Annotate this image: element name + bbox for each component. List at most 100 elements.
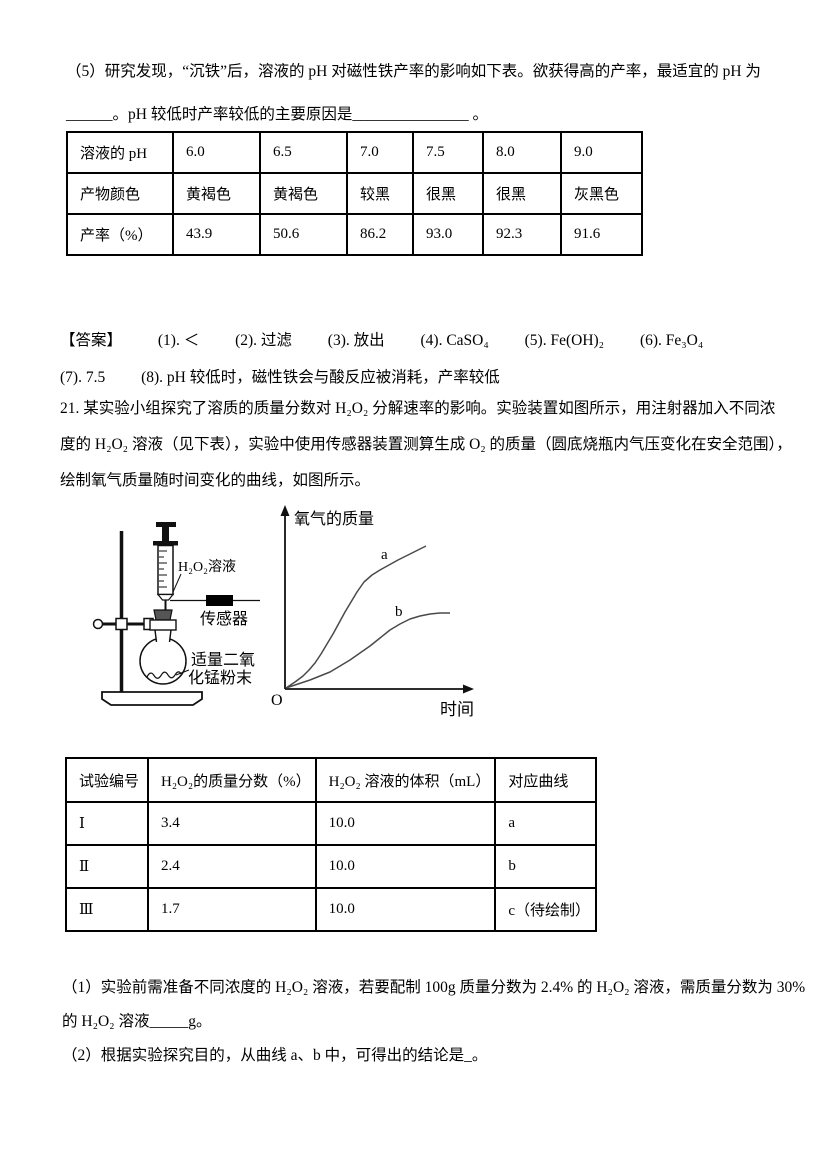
experiment-figure: H₂O₂溶液 传感器 适量二氧 化锰粉末 氧气的质量 时间 O a b <box>92 505 474 719</box>
header-cell-id: 试验编号 <box>65 757 149 803</box>
curve-a <box>285 545 427 689</box>
syringe-handle <box>156 522 176 527</box>
syringe-label: H₂O₂溶液 <box>178 559 236 575</box>
answer-item-2: (2). 过滤 <box>235 332 292 349</box>
y-axis-arrow <box>280 505 290 516</box>
table-cell: 很黑 <box>482 172 562 215</box>
table-cell: 86.2 <box>346 213 414 256</box>
table-cell: 6.0 <box>172 131 261 174</box>
table-cell: 8.0 <box>482 131 562 174</box>
table-cell: 较黑 <box>346 172 414 215</box>
question-5: （5）研究发现，“沉铁”后，溶液的 pH 对磁性铁产率的影响如下表。欲获得高的产… <box>66 50 761 136</box>
question-2-line1: （2）根据实验探究目的，从曲线 a、b 中，可得出的结论是_。 <box>62 1047 488 1064</box>
stand-base <box>101 691 203 706</box>
table-cell: 93.0 <box>412 213 484 256</box>
clamp-pole-block <box>115 617 128 631</box>
x-axis-label: 时间 <box>440 700 474 719</box>
table-cell: 2.4 <box>147 844 317 889</box>
question-1-line1: （1）实验前需准备不同浓度的 H₂O₂ 溶液，若要配制 100g 质量分数为 2… <box>62 979 806 996</box>
flask-collar <box>149 619 177 631</box>
table-cell: b <box>494 844 598 889</box>
answer-item-3: (3). 放出 <box>327 332 385 349</box>
curve-b <box>285 612 450 689</box>
table-row-color: 产物颜色 黄褐色 黄褐色 较黑 很黑 很黑 灰黑色 <box>66 172 643 215</box>
table-row-ph: 溶液的 pH 6.0 6.5 7.0 7.5 8.0 9.0 <box>66 131 643 174</box>
flask-stopper <box>153 609 173 621</box>
header-cell-volume: H₂O₂ 溶液的体积（mL） <box>314 757 497 803</box>
table-cell: 很黑 <box>412 172 484 215</box>
row-header-color: 产物颜色 <box>66 172 174 215</box>
table-cell: a <box>494 801 598 846</box>
syringe-flange <box>153 541 178 546</box>
experiment-row-2: Ⅱ 2.4 10.0 b <box>65 844 598 889</box>
sub-questions: （1）实验前需准备不同浓度的 H₂O₂ 溶液，若要配制 100g 质量分数为 2… <box>62 971 805 1073</box>
answer-item-6: (6). Fe₃O₄ <box>639 332 704 349</box>
syringe-plunger-rod <box>162 527 169 541</box>
x-axis-arrow <box>463 684 474 694</box>
syringe <box>153 522 178 610</box>
answer-item-1: (1). ＜ <box>157 332 200 349</box>
table-cell: 91.6 <box>560 213 643 256</box>
flask-neck-mask <box>156 636 170 642</box>
clamp-bolt <box>92 618 104 630</box>
question-5-line1: （5）研究发现，“沉铁”后，溶液的 pH 对磁性铁产率的影响如下表。欲获得高的产… <box>66 63 761 80</box>
curve-b-label: b <box>395 604 403 620</box>
table-cell: 50.6 <box>259 213 348 256</box>
question-21-line1: 21. 某实验小组探究了溶质的质量分数对 H₂O₂ 分解速率的影响。实验装置如图… <box>60 400 776 417</box>
table-cell: 10.0 <box>314 844 497 889</box>
experiment-row-1: Ⅰ 3.4 10.0 a <box>65 801 598 846</box>
table-cell: 1.7 <box>147 887 317 932</box>
question-5-line2: ______。pH 较低时产率较低的主要原因是_______________ 。 <box>66 106 488 123</box>
table-cell: 7.5 <box>412 131 484 174</box>
retort-stand <box>92 531 203 706</box>
table-cell: 黄褐色 <box>259 172 348 215</box>
flask-label-pointer <box>175 669 190 676</box>
answer-line1: 【答案】 (1). ＜ (2). 过滤 (3). 放出 (4). CaSO₄ (… <box>60 322 703 359</box>
origin-label: O <box>271 692 283 709</box>
question-21-line3: 绘制氧气质量随时间变化的曲线，如图所示。 <box>60 472 371 489</box>
table-cell: 7.0 <box>346 131 414 174</box>
round-bottom-flask <box>139 609 187 685</box>
table-cell: 6.5 <box>259 131 348 174</box>
flask-neck-right <box>168 629 172 643</box>
y-axis-label: 氧气的质量 <box>294 510 374 528</box>
question-21: 21. 某实验小组探究了溶质的质量分数对 H₂O₂ 分解速率的影响。实验装置如图… <box>60 391 792 499</box>
answer-item-4: (4). CaSO₄ <box>420 332 489 349</box>
question-21-line2: 度的 H₂O₂ 溶液（见下表），实验中使用传感器装置测算生成 O₂ 的质量（圆底… <box>60 436 792 453</box>
flask-label-line1: 适量二氧 <box>191 651 255 669</box>
table-cell: 43.9 <box>172 213 261 256</box>
table-row-yield: 产率（%） 43.9 50.6 86.2 93.0 92.3 91.6 <box>66 213 643 256</box>
header-cell-curve: 对应曲线 <box>494 757 598 803</box>
flask-neck-left <box>154 629 158 643</box>
sensor-label: 传感器 <box>200 610 248 628</box>
ph-yield-table: 溶液的 pH 6.0 6.5 7.0 7.5 8.0 9.0 产物颜色 黄褐色 … <box>66 131 643 256</box>
table-cell: 3.4 <box>147 801 317 846</box>
table-cell: 黄褐色 <box>172 172 261 215</box>
table-cell: 灰黑色 <box>560 172 643 215</box>
flask-bulb <box>139 637 187 685</box>
table-cell: 9.0 <box>560 131 643 174</box>
row-header-yield: 产率（%） <box>66 213 174 256</box>
experiment-table-header: 试验编号 H₂O₂的质量分数（%） H₂O₂ 溶液的体积（mL） 对应曲线 <box>65 757 598 803</box>
row-header-ph: 溶液的 pH <box>66 131 174 174</box>
sensor-box <box>206 595 233 606</box>
answer-item-5: (5). Fe(OH)₂ <box>524 332 605 349</box>
syringe-graduations <box>159 550 167 588</box>
answer-item-7: (7). 7.5 <box>60 369 106 386</box>
question-1-line2: 的 H₂O₂ 溶液_____g。 <box>62 1013 212 1030</box>
table-cell: 92.3 <box>482 213 562 256</box>
table-cell: 10.0 <box>314 801 497 846</box>
flask-label-line2: 化锰粉末 <box>188 669 252 687</box>
table-cell: Ⅰ <box>65 801 149 846</box>
answer-block: 【答案】 (1). ＜ (2). 过滤 (3). 放出 (4). CaSO₄ (… <box>60 322 703 396</box>
header-cell-mass-fraction: H₂O₂的质量分数（%） <box>147 757 317 803</box>
oxygen-time-graph: 氧气的质量 时间 O a b <box>271 505 474 719</box>
table-cell: Ⅲ <box>65 887 149 932</box>
answer-line2: (7). 7.5 (8). pH 较低时，磁性铁会与酸反应被消耗，产率较低 <box>60 359 703 396</box>
answer-item-8: (8). pH 较低时，磁性铁会与酸反应被消耗，产率较低 <box>141 369 500 386</box>
table-cell: c（待绘制） <box>494 887 598 932</box>
flask-powder <box>146 671 183 679</box>
table-cell: 10.0 <box>314 887 497 932</box>
experiment-row-3: Ⅲ 1.7 10.0 c（待绘制） <box>65 887 598 932</box>
